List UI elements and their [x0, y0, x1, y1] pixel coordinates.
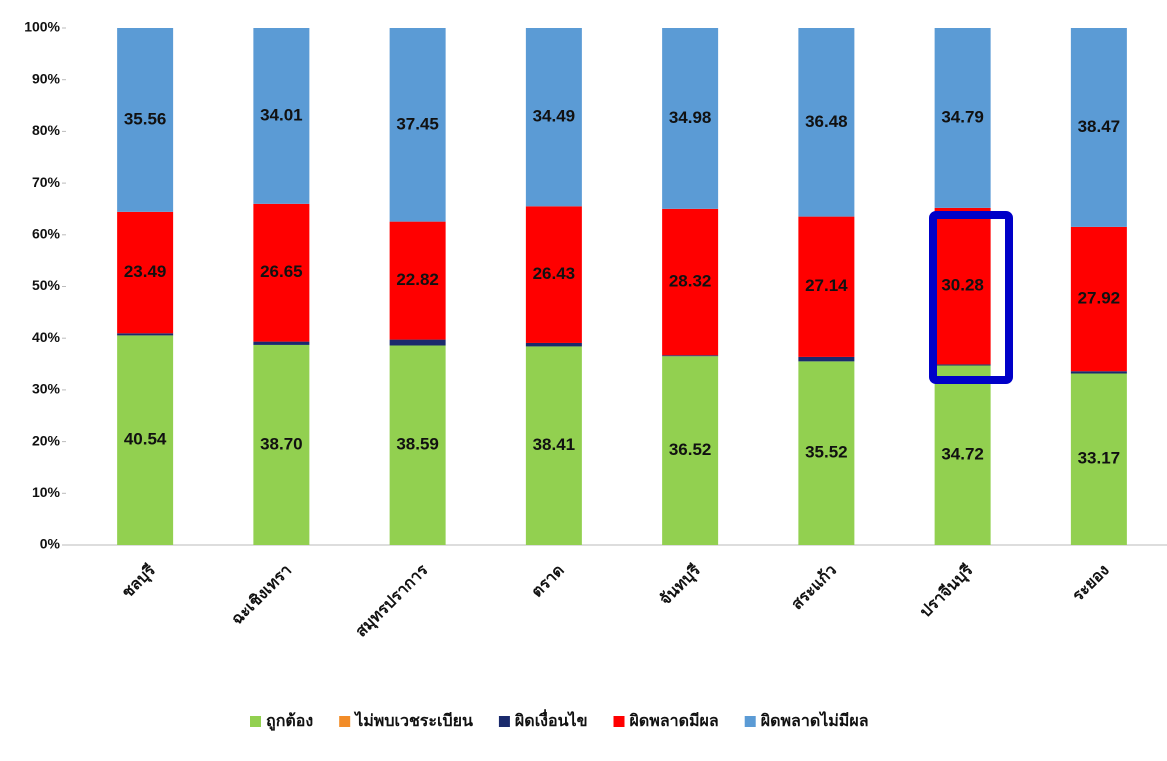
bar-segment — [253, 203, 310, 342]
y-tick-label: 100% — [24, 19, 60, 35]
data-label: 34.79 — [941, 107, 984, 126]
bar-segment — [662, 355, 719, 357]
data-label: 33.17 — [1078, 449, 1121, 468]
bar-segment — [389, 339, 446, 346]
bar-segment — [117, 333, 174, 336]
bar-segment — [117, 335, 174, 545]
bar-segment — [525, 346, 582, 545]
bar-segment — [389, 28, 446, 222]
data-label: 26.43 — [533, 264, 576, 283]
bar-segment — [253, 344, 310, 545]
data-label: 27.92 — [1078, 289, 1121, 308]
data-label: 38.59 — [396, 435, 439, 454]
y-tick-label: 50% — [32, 277, 61, 293]
bar-segment — [798, 356, 855, 362]
bar-segment — [1070, 226, 1127, 372]
data-label: 38.47 — [1078, 117, 1121, 136]
data-label: 36.52 — [669, 440, 712, 459]
x-tick-label: ฉะเชิงเทรา — [228, 561, 295, 628]
data-label: 35.56 — [124, 109, 167, 128]
legend-label: ผิดเงื่อนไข — [514, 709, 587, 730]
bar-segment — [525, 28, 582, 207]
bar-segment — [798, 361, 855, 545]
data-label: 28.32 — [669, 272, 712, 291]
bar-segment — [117, 211, 174, 334]
data-label: 36.48 — [805, 112, 848, 131]
legend-swatch — [744, 716, 756, 727]
data-label: 37.45 — [396, 114, 439, 133]
legend-swatch — [339, 716, 351, 727]
bar-segment — [525, 206, 582, 343]
data-label: 34.49 — [533, 107, 576, 126]
x-tick-label: สมุทรปราการ — [353, 562, 433, 642]
highlight-box — [929, 211, 1013, 384]
data-label: 22.82 — [396, 270, 439, 289]
bar-segment — [798, 28, 855, 217]
bar-segment — [662, 356, 719, 545]
x-tick-label: จันทบุรี — [655, 560, 705, 610]
y-tick-label: 90% — [32, 70, 61, 86]
bar-segment — [934, 364, 991, 366]
bar-segment — [253, 341, 310, 345]
y-tick-label: 80% — [32, 122, 61, 138]
bar-segment — [934, 207, 991, 365]
x-tick-label: ตราด — [529, 562, 568, 601]
y-tick-label: 60% — [32, 226, 61, 242]
bar-segment — [525, 342, 582, 347]
legend-label: ไม่พบเวชระเบียน — [353, 711, 473, 730]
data-label: 23.49 — [124, 262, 167, 281]
legend-label: ผิดพลาดมีผล — [629, 711, 719, 730]
legend-label: ผิดพลาดไม่มีผล — [760, 711, 868, 730]
data-label: 38.41 — [533, 435, 576, 454]
data-label: 27.14 — [805, 276, 848, 295]
legend-swatch — [250, 716, 261, 727]
bar-segment — [389, 345, 446, 545]
bar-segment — [389, 221, 446, 340]
y-tick-label: 10% — [32, 484, 61, 500]
data-label: 34.98 — [669, 108, 712, 127]
legend-label: ถูกต้อง — [266, 712, 313, 732]
data-label: 38.70 — [260, 434, 303, 453]
data-label: 40.54 — [124, 430, 167, 449]
bar-segment — [1070, 28, 1127, 227]
bar-segment — [798, 216, 855, 357]
legend-swatch — [613, 716, 625, 727]
x-tick-label: สระแก้ว — [788, 561, 840, 613]
bar-segment — [117, 28, 174, 212]
x-tick-label: ระยอง — [1070, 562, 1113, 605]
bar-segment — [934, 28, 991, 208]
data-label: 34.72 — [941, 445, 984, 464]
x-tick-label: ปราจีนบุรี — [916, 560, 978, 622]
bar-segment — [1070, 371, 1127, 374]
bar-segment — [1070, 373, 1127, 545]
y-tick-label: 70% — [32, 174, 61, 190]
data-label: 30.28 — [941, 276, 984, 295]
bar-segment — [934, 365, 991, 545]
y-tick-label: 30% — [32, 381, 61, 397]
data-label: 35.52 — [805, 443, 848, 462]
y-tick-label: 0% — [40, 536, 61, 552]
y-tick-label: 20% — [32, 432, 61, 448]
bar-segment — [662, 28, 719, 209]
y-tick-label: 40% — [32, 329, 61, 345]
x-tick-label: ชลบุรี — [118, 560, 160, 602]
bar-segment — [253, 28, 310, 204]
bar-segment — [662, 208, 719, 356]
legend-swatch — [498, 716, 510, 727]
data-label: 26.65 — [260, 262, 303, 281]
data-label: 34.01 — [260, 105, 303, 124]
